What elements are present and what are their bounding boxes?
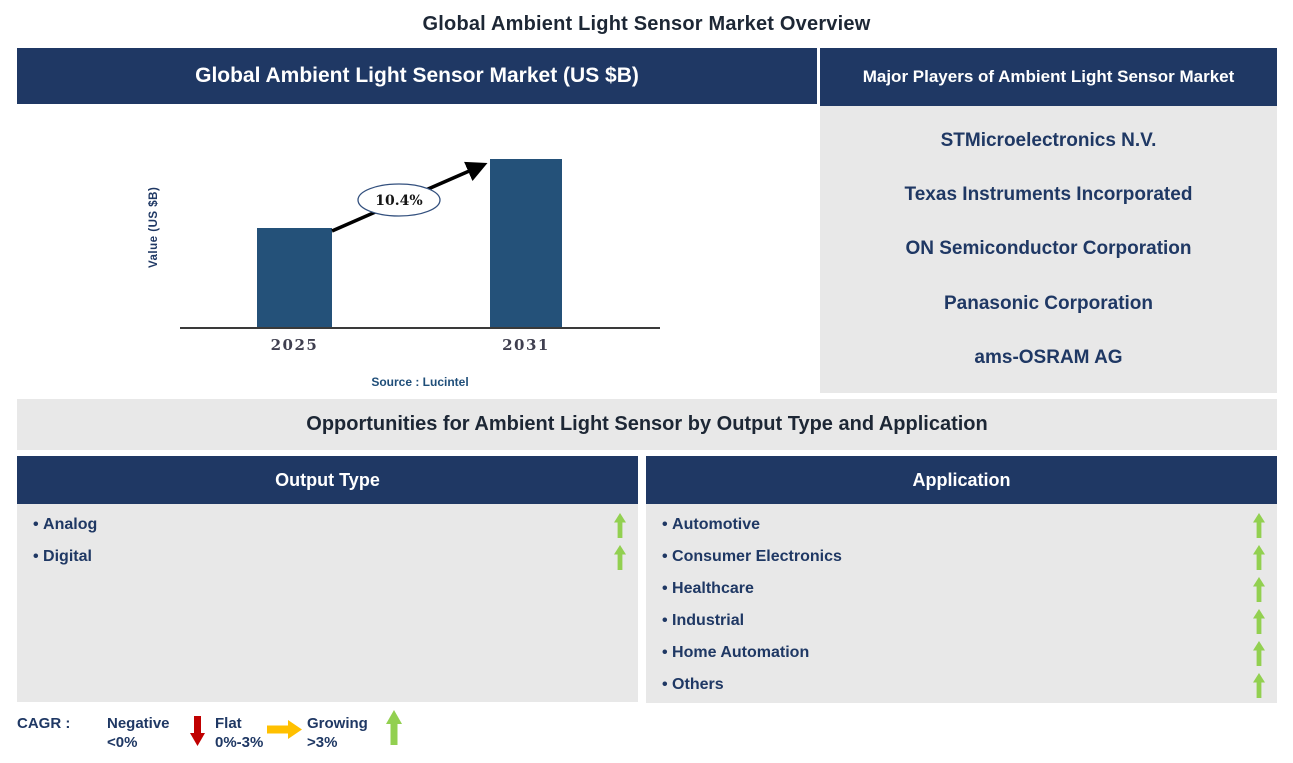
page-title: Global Ambient Light Sensor Market Overv… — [422, 13, 871, 35]
bar-2025 — [257, 228, 332, 328]
negative-down-arrow-icon — [190, 716, 205, 746]
bar-chart-plot-area: 10.4% — [180, 105, 660, 328]
list-item-label: Analog — [33, 516, 97, 534]
growing-trend-up-arrow-icon — [1253, 640, 1265, 666]
growing-trend-up-arrow-icon — [1253, 672, 1265, 698]
x-tick-2025: 2025 — [270, 336, 319, 354]
growing-trend-up-arrow-icon — [614, 544, 626, 570]
list-item: Analog — [17, 509, 638, 541]
y-axis-label: Value (US $B) — [148, 186, 160, 268]
list-item: Digital — [17, 541, 638, 573]
list-item-label: Digital — [33, 548, 92, 566]
legend-item-range: 0%-3% — [215, 734, 264, 751]
major-players-list: STMicroelectronics N.V. Texas Instrument… — [820, 106, 1277, 393]
list-item: Healthcare — [646, 573, 1277, 605]
x-tick-2031: 2031 — [502, 336, 550, 354]
list-item-label: Home Automation — [662, 644, 809, 662]
list-item: Automotive — [646, 509, 1277, 541]
output-type-header: Output Type — [17, 456, 638, 504]
legend-item-range: >3% — [307, 734, 338, 751]
cagr-legend-label: CAGR : — [17, 715, 71, 732]
list-item-label: Consumer Electronics — [662, 548, 842, 566]
major-players-header: Major Players of Ambient Light Sensor Ma… — [820, 48, 1277, 106]
growing-trend-up-arrow-icon — [1253, 576, 1265, 602]
legend-item-name: Growing — [307, 715, 368, 732]
player-name: ON Semiconductor Corporation — [905, 238, 1192, 260]
growing-trend-up-arrow-icon — [1253, 608, 1265, 634]
legend-item-growing: Growing >3% — [307, 714, 368, 752]
flat-right-arrow-icon — [267, 720, 302, 739]
output-type-list: Analog Digital — [17, 504, 638, 702]
legend-item-flat: Flat 0%-3% — [215, 714, 263, 752]
player-name: Texas Instruments Incorporated — [904, 184, 1193, 206]
list-item-label: Industrial — [662, 612, 744, 630]
player-name: STMicroelectronics N.V. — [940, 130, 1157, 152]
growing-trend-up-arrow-icon — [1253, 544, 1265, 570]
player-name: ams-OSRAM AG — [974, 346, 1123, 368]
growth-ellipse — [357, 183, 441, 217]
list-item: Industrial — [646, 605, 1277, 637]
growth-rate-label: 10.4% — [375, 193, 422, 209]
list-item: Others — [646, 669, 1277, 701]
list-item-label: Automotive — [662, 516, 760, 534]
legend-item-name: Negative — [107, 715, 170, 732]
growth-annotation: 10.4% — [331, 161, 488, 233]
growing-trend-up-arrow-icon — [614, 512, 626, 538]
list-item-label: Others — [662, 676, 724, 694]
source-note: Source : Lucintel — [371, 375, 469, 389]
application-header: Application — [646, 456, 1277, 504]
bar-2031 — [490, 159, 562, 328]
x-axis-line — [180, 327, 660, 329]
legend-item-negative: Negative <0% — [107, 714, 170, 752]
player-name: Panasonic Corporation — [943, 292, 1154, 314]
growing-up-arrow-icon — [386, 710, 402, 745]
legend-item-range: <0% — [107, 734, 138, 751]
list-item: Consumer Electronics — [646, 541, 1277, 573]
growing-trend-up-arrow-icon — [1253, 512, 1265, 538]
application-list: Automotive Consumer Electronics Healthca… — [646, 504, 1277, 703]
list-item: Home Automation — [646, 637, 1277, 669]
market-chart-header: Global Ambient Light Sensor Market (US $… — [17, 48, 817, 104]
opportunities-title: Opportunities for Ambient Light Sensor b… — [17, 399, 1277, 450]
list-item-label: Healthcare — [662, 580, 754, 598]
legend-item-name: Flat — [215, 715, 242, 732]
